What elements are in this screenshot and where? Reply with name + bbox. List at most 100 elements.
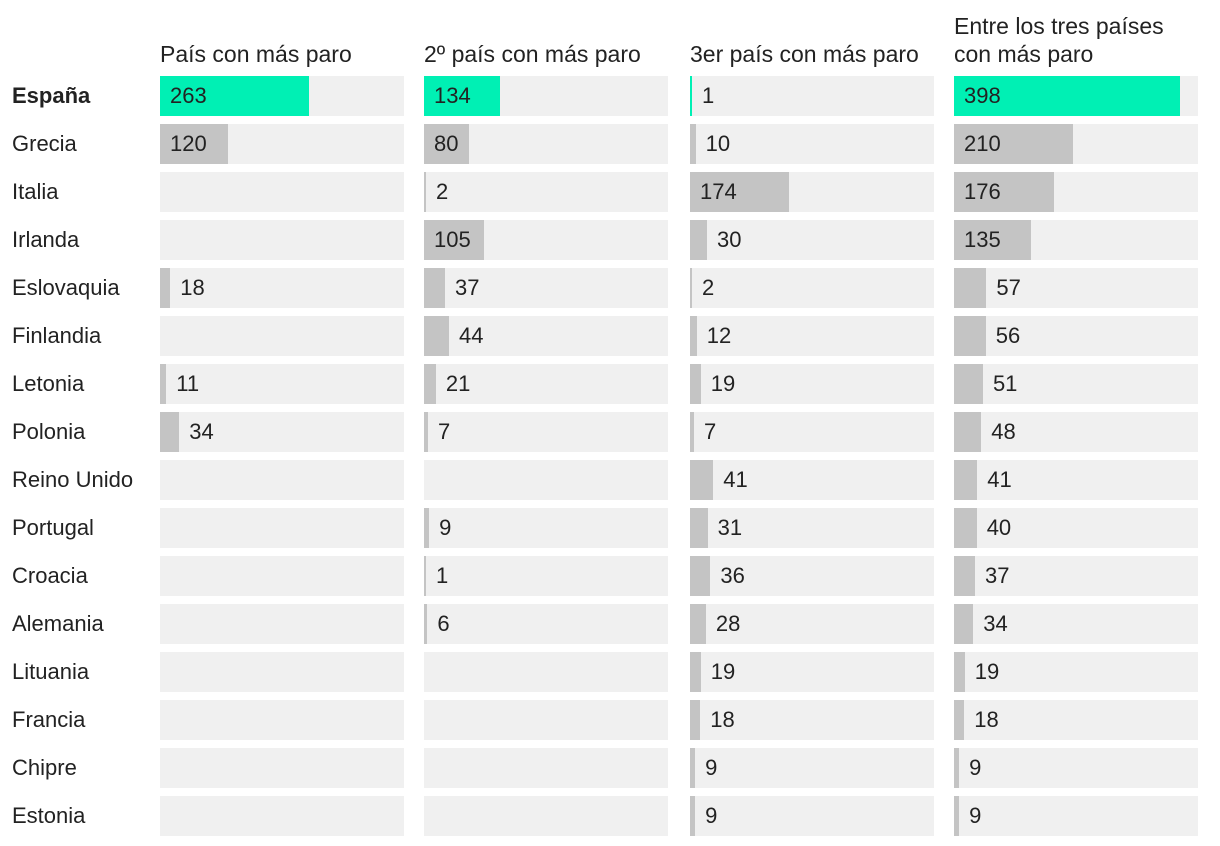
bar-track: 18 [160,268,404,308]
value-label: 48 [991,419,1016,444]
value-label: 9 [969,803,982,828]
bar [954,700,965,740]
bar [690,76,692,116]
bar-track: 9 [954,748,1198,788]
bar-track: 37 [424,268,668,308]
bar [690,700,701,740]
value-label: 36 [720,563,745,588]
country-label: Irlanda [12,227,80,252]
value-label: 134 [434,83,471,108]
bar-track [160,316,404,356]
value-label: 40 [986,515,1012,540]
bar-track [424,460,668,500]
bar-track: 19 [954,652,1198,692]
bar-track: 80 [424,124,668,164]
bar [954,460,978,500]
bar-track: 2 [690,268,934,308]
country-label: Finlandia [12,323,102,348]
bar [424,172,426,212]
bar-track: 9 [424,508,668,548]
bar [160,364,167,404]
value-label: 18 [180,275,205,300]
country-label: Lituania [12,659,90,684]
bar-track: 9 [690,748,934,788]
bar [424,268,445,308]
bar [690,748,696,788]
bar-track: 7 [424,412,668,452]
bar-track: 210 [954,124,1198,164]
bar-track [424,652,668,692]
bar [954,76,1180,116]
bar-track: 6 [424,604,668,644]
value-label: 176 [964,179,1001,204]
bar-track [424,796,668,836]
country-label: Italia [12,179,59,204]
bar-track: 9 [690,796,934,836]
value-label: 18 [974,707,999,732]
bar-track: 120 [160,124,404,164]
bar [954,412,982,452]
bar-track: 40 [954,508,1198,548]
value-label: 2 [436,179,449,204]
bar [954,172,1054,212]
bar-track [160,652,404,692]
bar [690,364,701,404]
bar-track [160,556,404,596]
bar [424,316,449,356]
country-label: España [12,83,91,108]
value-label: 19 [710,659,736,684]
bar [160,268,171,308]
value-label: 105 [434,227,471,252]
bar-track: 21 [424,364,668,404]
country-label: Polonia [12,419,86,444]
bar-track: 19 [690,364,934,404]
value-label: 10 [705,131,731,156]
bar-track: 41 [690,460,934,500]
bar-track: 12 [690,316,934,356]
value-label: 398 [964,83,1001,108]
bar-track: 10 [690,124,934,164]
bar-track [160,172,404,212]
column-header: Entre los tres países con más paro [954,13,1164,67]
country-label: Chipre [12,755,77,780]
bar-track: 398 [954,76,1198,116]
bar [160,124,229,164]
bar-track: 30 [690,220,934,260]
value-label: 1 [436,563,449,588]
value-label: 31 [717,515,743,540]
value-label: 9 [705,755,718,780]
bar-track: 36 [690,556,934,596]
country-label: Grecia [12,131,77,156]
bar-track: 174 [690,172,934,212]
bar [954,796,960,836]
value-label: 57 [996,275,1021,300]
bar-track: 7 [690,412,934,452]
bar [954,604,974,644]
value-label: 120 [170,131,207,156]
bar [690,652,701,692]
bar-track [160,748,404,788]
bar [690,268,692,308]
bar-track: 44 [424,316,668,356]
bar [954,316,986,356]
value-label: 41 [723,467,748,492]
bar-track: 18 [954,700,1198,740]
bar [954,748,960,788]
value-label: 6 [437,611,450,636]
bar [424,412,428,452]
value-label: 80 [434,131,459,156]
country-label: Croacia [12,563,88,588]
value-label: 7 [437,419,451,444]
bar-track: 2 [424,172,668,212]
bar [690,508,708,548]
value-label: 7 [703,419,717,444]
bar-track: 51 [954,364,1198,404]
value-label: 30 [717,227,742,252]
bar-track: 19 [690,652,934,692]
bar-track: 134 [424,76,668,116]
value-label: 2 [702,275,715,300]
bar-track: 1 [424,556,668,596]
country-label: Letonia [12,371,85,396]
bar-track: 1 [690,76,934,116]
